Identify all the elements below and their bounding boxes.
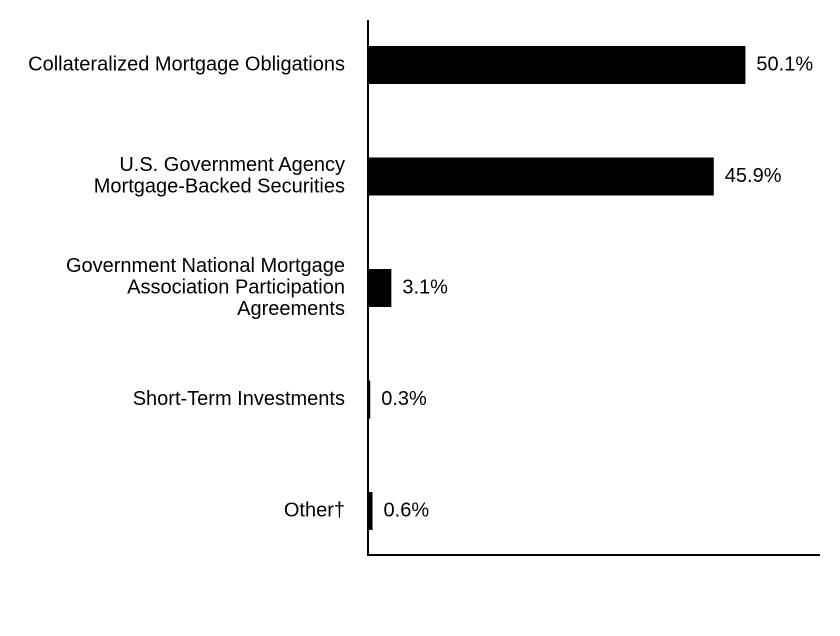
- category-label: Collateralized Mortgage Obligations: [28, 53, 345, 75]
- bar: [368, 269, 392, 307]
- category-label: U.S. Government Agency: [119, 154, 345, 176]
- value-label: 0.6%: [384, 499, 430, 521]
- category-label: Agreements: [237, 298, 345, 320]
- category-label: Mortgage-Backed Securities: [94, 176, 345, 198]
- category-label: Other†: [284, 499, 345, 521]
- value-label: 45.9%: [725, 165, 782, 187]
- value-label: 0.3%: [381, 388, 427, 410]
- bar: [368, 46, 746, 84]
- category-label: Government National Mortgage: [66, 255, 345, 277]
- category-label: Short-Term Investments: [133, 388, 345, 410]
- value-label: 3.1%: [402, 276, 448, 298]
- bar: [368, 492, 373, 530]
- bar: [368, 380, 371, 419]
- category-label: Association Participation: [127, 276, 345, 298]
- bar: [368, 157, 714, 196]
- value-label: 50.1%: [756, 53, 813, 75]
